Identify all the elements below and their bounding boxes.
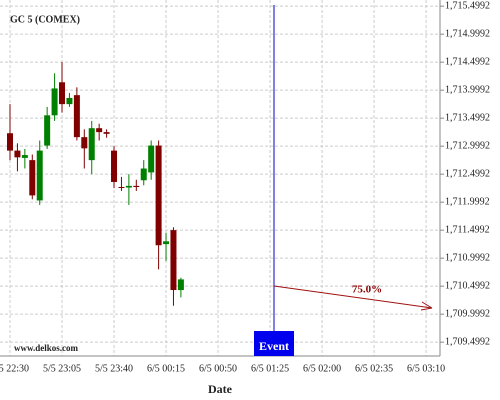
candle-body — [96, 128, 103, 133]
candle-body — [88, 128, 95, 161]
candle-body — [148, 145, 155, 173]
x-tick-label: 6/5 00:15 — [147, 363, 185, 374]
candle-body — [155, 145, 162, 246]
y-tick-label: 1,714.9992 — [445, 28, 490, 39]
x-tick-label: 5/5 23:05 — [43, 363, 81, 374]
candle-body — [21, 155, 28, 158]
y-tick-label: 1,710.9992 — [445, 252, 490, 263]
chart-title: GC 5 (COMEX) — [10, 14, 80, 25]
candle-body — [59, 82, 66, 105]
x-tick-label: 6/5 01:25 — [251, 363, 289, 374]
event-label: Event — [259, 339, 289, 353]
probability-label: 75.0% — [352, 284, 382, 296]
candle-body — [103, 132, 110, 134]
candle-body — [163, 241, 170, 245]
candle-body — [51, 88, 58, 116]
x-tick-label: 6/5 03:10 — [407, 363, 445, 374]
candle-body — [66, 97, 73, 105]
y-tick-label: 1,709.9992 — [445, 308, 490, 319]
x-tick-label: 5/5 22:30 — [0, 363, 29, 374]
y-tick-label: 1,712.4992 — [445, 168, 490, 179]
candle-body — [140, 168, 147, 181]
x-tick-label: 5/5 23:40 — [95, 363, 133, 374]
y-tick-label: 1,710.4992 — [445, 280, 490, 291]
x-tick-label: 6/5 02:00 — [303, 363, 341, 374]
y-tick-label: 1,715.4992 — [445, 0, 490, 11]
y-tick-label: 1,713.9992 — [445, 84, 490, 95]
candle-body — [125, 185, 132, 188]
candle-body — [29, 160, 36, 196]
candle-body — [36, 150, 43, 201]
x-tick-label: 6/5 00:50 — [199, 363, 237, 374]
candle-body — [7, 133, 13, 151]
forecast-arrow — [273, 285, 433, 309]
candle-body — [44, 115, 51, 146]
candle-body — [81, 137, 88, 149]
candle-body — [118, 187, 125, 188]
x-tick-label: 6/5 02:35 — [355, 363, 393, 374]
y-tick-label: 1,711.4992 — [445, 224, 490, 235]
candle-body — [133, 185, 140, 187]
y-tick-label: 1,714.4992 — [445, 56, 490, 67]
candle-body — [170, 230, 177, 291]
y-tick-label: 1,709.4992 — [445, 336, 490, 347]
y-tick-label: 1,712.9992 — [445, 140, 490, 151]
candle-body — [111, 150, 118, 182]
y-tick-label: 1,711.9992 — [445, 196, 490, 207]
candle-body — [14, 150, 21, 158]
watermark: www.delkos.com — [14, 343, 79, 353]
y-tick-label: 1,713.4992 — [445, 112, 490, 123]
candle-body — [73, 95, 80, 138]
x-axis-label: Date — [208, 382, 233, 396]
arrow-head — [420, 301, 433, 311]
event-box — [254, 331, 294, 356]
candle-body — [177, 279, 184, 291]
